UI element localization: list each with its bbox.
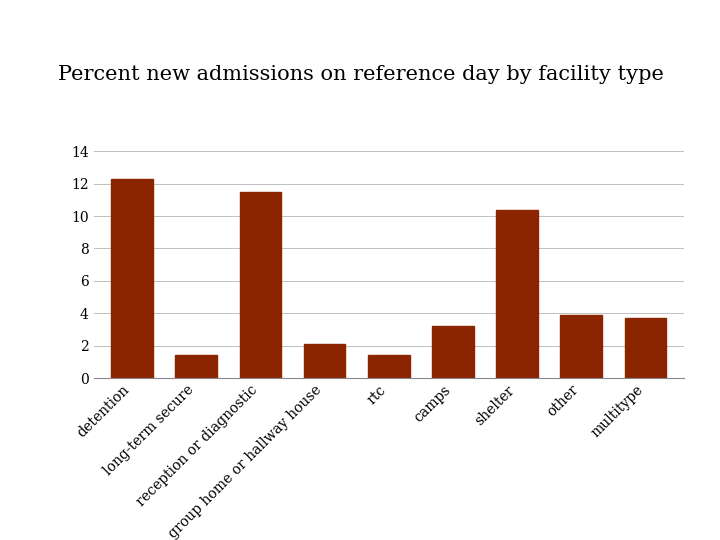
Bar (304, 344, 346, 378)
Bar (625, 318, 666, 378)
Bar (496, 210, 538, 378)
Bar (432, 326, 474, 378)
Bar (176, 355, 217, 378)
Bar (368, 355, 410, 378)
Text: Percent new admissions on reference day by facility type: Percent new admissions on reference day … (58, 65, 663, 84)
Bar (112, 179, 153, 378)
Bar (560, 315, 602, 378)
Bar (240, 192, 282, 378)
